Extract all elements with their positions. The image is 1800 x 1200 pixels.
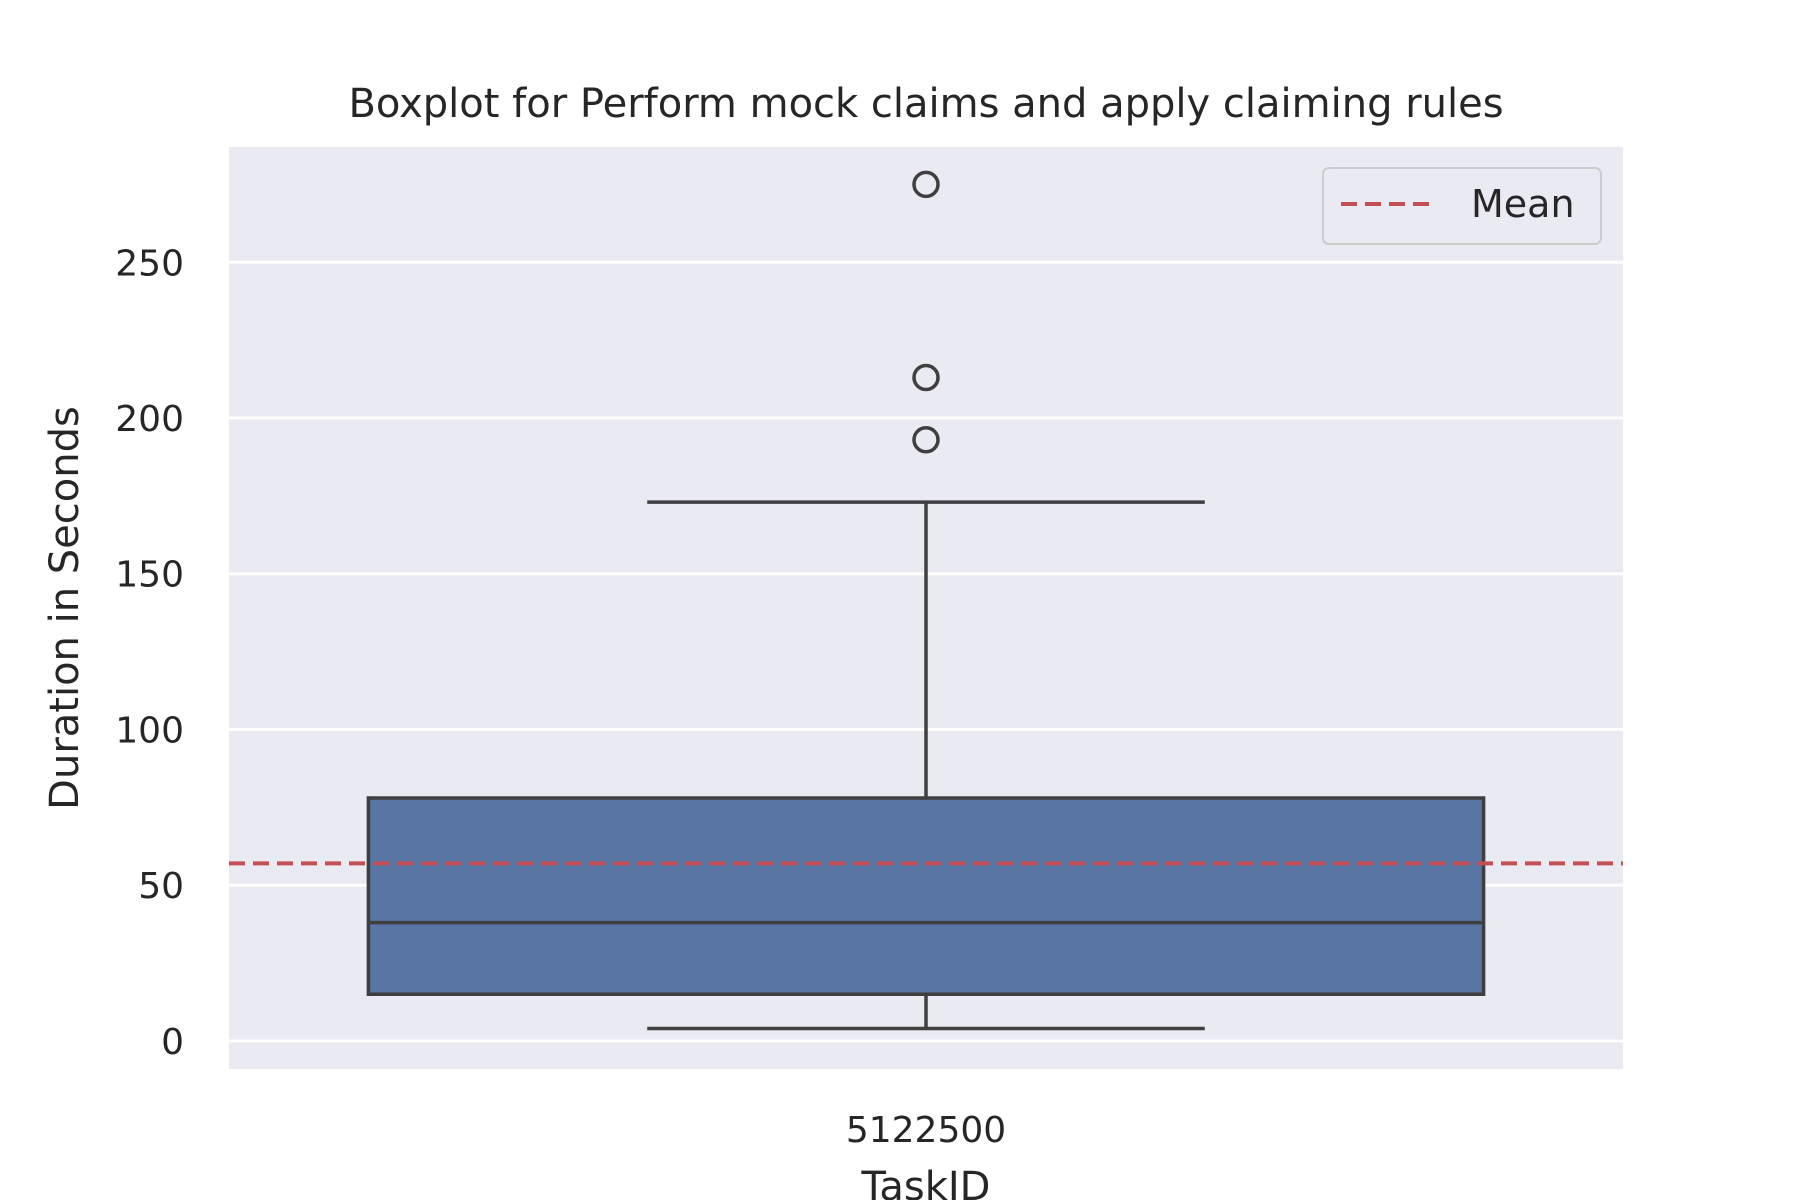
x-axis-label: TaskID: [861, 1164, 991, 1200]
y-tick-label: 250: [115, 243, 184, 284]
y-tick-label: 150: [115, 555, 184, 596]
x-axis-ticks: 5122500: [846, 1110, 1006, 1151]
y-tick-label: 100: [115, 710, 184, 751]
y-tick-label: 50: [138, 866, 184, 907]
iqr-box: [366, 796, 1486, 996]
legend: Mean: [1322, 167, 1602, 245]
box-series: [366, 170, 1486, 1031]
outlier-point: [912, 170, 940, 199]
chart-title: Boxplot for Perform mock claims and appl…: [348, 81, 1503, 127]
y-tick-label: 200: [115, 399, 184, 440]
legend-box: [1322, 167, 1602, 245]
y-axis-ticks: 0 50 100 150 200 250: [115, 243, 184, 1063]
legend-mean-label: Mean: [1471, 182, 1575, 226]
outlier-point: [912, 363, 940, 392]
y-axis-label: Duration in Seconds: [42, 406, 88, 810]
y-tick-label: 0: [161, 1022, 184, 1063]
x-tick-label: 5122500: [846, 1110, 1006, 1151]
outlier-point: [912, 426, 940, 454]
